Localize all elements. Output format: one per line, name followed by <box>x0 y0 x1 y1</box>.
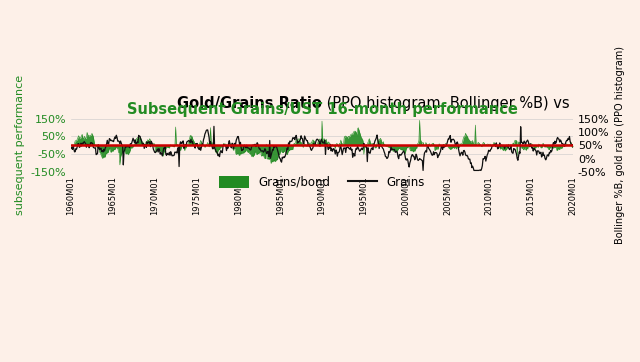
Y-axis label: Bollinger %B, gold ratio (PPO histogram): Bollinger %B, gold ratio (PPO histogram) <box>615 46 625 244</box>
Text: Gold/Grains Ratio: Gold/Grains Ratio <box>177 96 322 111</box>
Text: (PPO histogram, Bollinger %B) vs: (PPO histogram, Bollinger %B) vs <box>322 96 570 111</box>
Text: Subsequent Grains/UST 16-month performance: Subsequent Grains/UST 16-month performan… <box>127 102 517 117</box>
Legend: Grains/bond, Grains: Grains/bond, Grains <box>214 171 429 193</box>
Y-axis label: subsequent performance: subsequent performance <box>15 75 25 215</box>
